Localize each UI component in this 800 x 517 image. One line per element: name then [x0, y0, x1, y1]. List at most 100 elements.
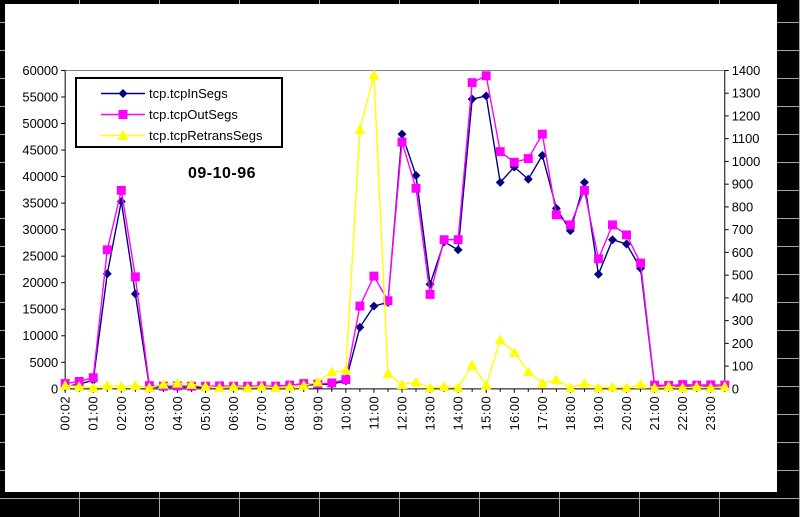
- square-marker-icon: [608, 220, 617, 230]
- x-axis-label: 22:00: [675, 396, 690, 431]
- x-axis-label: 19:00: [591, 396, 606, 431]
- legend-item-tcp.tcpRetransSegs[interactable]: tcp.tcpRetransSegs: [101, 125, 281, 146]
- triangle-marker-icon: [228, 381, 240, 392]
- triangle-marker-icon: [410, 376, 422, 387]
- y-axis-right-label: 700: [732, 222, 753, 237]
- x-axis-label: 18:00: [563, 396, 578, 431]
- diamond-marker-icon: [467, 94, 477, 104]
- triangle-marker-icon: [87, 382, 99, 393]
- triangle-marker-icon: [298, 379, 310, 390]
- triangle-marker-icon: [171, 377, 183, 388]
- x-axis-label: 10:00: [338, 396, 353, 431]
- series-tcp.tcpRetransSegs[interactable]: [59, 69, 731, 393]
- triangle-marker-icon: [508, 347, 520, 357]
- triangle-marker-icon: [649, 382, 661, 393]
- diamond-marker-icon: [579, 177, 589, 187]
- triangle-marker-icon: [101, 379, 113, 390]
- diamond-marker-icon: [481, 91, 491, 101]
- y-axis-left-label: 30000: [22, 222, 58, 237]
- chart-canvas[interactable]: 0 5000 10000 15000 20000 25000 30000 35000 40000…: [5, 4, 777, 492]
- y-axis-left-label: 40000: [22, 169, 58, 184]
- legend-item-tcp.tcpOutSegs[interactable]: tcp.tcpOutSegs: [101, 104, 281, 125]
- y-axis-right-label: 800: [732, 199, 753, 214]
- y-axis-right-label: 1000: [732, 154, 761, 169]
- square-marker-icon: [130, 272, 140, 282]
- square-marker-icon: [481, 71, 491, 81]
- triangle-marker-icon: [312, 376, 324, 387]
- square-marker-icon: [636, 258, 646, 268]
- square-marker-icon: [383, 296, 393, 306]
- triangle-marker-icon: [607, 381, 618, 392]
- diamond-marker-icon: [453, 245, 463, 255]
- triangle-marker-icon: [677, 382, 689, 393]
- triangle-marker-icon: [143, 382, 155, 393]
- chart-plot-area: 0500010000150002000025000300003500040000…: [22, 63, 761, 431]
- y-axis-left-label: 55000: [22, 89, 58, 104]
- triangle-marker-icon: [438, 381, 450, 392]
- diamond-marker-icon: [593, 269, 603, 279]
- y-axis-left-label: 0: [51, 381, 58, 396]
- square-marker-icon: [537, 129, 547, 139]
- square-marker-icon: [551, 210, 561, 220]
- x-axis-label: 20:00: [619, 396, 634, 431]
- triangle-marker-icon: [284, 381, 296, 392]
- triangle-marker-icon: [117, 130, 129, 140]
- chart-legend[interactable]: tcp.tcpInSegs tcp.tcpOutSegs tcp.tcpRetran…: [75, 77, 283, 148]
- triangle-marker-icon: [466, 359, 478, 370]
- y-axis-right-label: 1400: [732, 63, 761, 78]
- square-marker-icon: [116, 185, 126, 195]
- triangle-marker-icon: [635, 378, 647, 389]
- square-marker-icon: [341, 375, 351, 385]
- square-marker-icon: [327, 378, 337, 388]
- triangle-marker-icon: [494, 334, 506, 345]
- legend-item-tcp.tcpInSegs[interactable]: tcp.tcpInSegs: [101, 83, 281, 104]
- y-axis-right-label: 400: [732, 290, 753, 305]
- square-marker-icon: [355, 301, 365, 311]
- triangle-marker-icon: [691, 381, 703, 392]
- triangle-marker-icon: [564, 382, 576, 393]
- x-axis-label: 02:00: [114, 396, 129, 431]
- triangle-marker-icon: [270, 382, 282, 393]
- x-axis-label: 03:00: [142, 396, 157, 431]
- triangle-marker-icon: [705, 382, 717, 393]
- diamond-marker-icon: [101, 89, 145, 98]
- y-axis-right-label: 1100: [732, 131, 760, 146]
- triangle-marker-icon: [550, 374, 562, 385]
- x-axis-label: 09:00: [310, 396, 325, 431]
- triangle-marker-icon: [101, 130, 145, 140]
- y-axis-left-label: 15000: [22, 302, 58, 317]
- triangle-marker-icon: [396, 379, 408, 389]
- x-axis-label: 14:00: [451, 396, 466, 431]
- y-axis-left-label: 45000: [22, 143, 58, 158]
- square-marker-icon: [102, 245, 112, 255]
- y-axis-left-label: 5000: [30, 355, 59, 370]
- x-axis-label: 00:02: [58, 396, 73, 431]
- triangle-marker-icon: [621, 382, 632, 393]
- square-marker-icon: [467, 78, 477, 88]
- x-axis-label: 16:00: [507, 396, 522, 431]
- date-annotation[interactable]: 09-10-96: [188, 165, 257, 182]
- triangle-marker-icon: [354, 124, 366, 135]
- x-axis-label: 06:00: [226, 396, 241, 431]
- y-axis-right-label: 100: [732, 359, 753, 374]
- triangle-marker-icon: [200, 381, 211, 392]
- triangle-marker-icon: [73, 381, 85, 392]
- y-axis-right-label: 900: [732, 177, 753, 192]
- square-marker-icon: [579, 185, 589, 195]
- square-marker-icon: [101, 110, 145, 119]
- x-axis-label: 17:00: [535, 396, 550, 431]
- square-marker-icon: [495, 147, 505, 157]
- triangle-marker-icon: [382, 368, 394, 379]
- square-marker-icon: [397, 137, 407, 147]
- x-axis-label: 08:00: [282, 396, 297, 431]
- triangle-marker-icon: [340, 364, 352, 375]
- diamond-marker-icon: [369, 301, 379, 311]
- y-axis-right-label: 500: [732, 268, 753, 283]
- square-marker-icon: [622, 230, 631, 240]
- square-marker-icon: [425, 289, 435, 299]
- triangle-marker-icon: [242, 382, 254, 393]
- square-marker-icon: [523, 154, 533, 164]
- triangle-marker-icon: [452, 382, 464, 393]
- triangle-marker-icon: [522, 366, 534, 377]
- triangle-marker-icon: [719, 381, 731, 392]
